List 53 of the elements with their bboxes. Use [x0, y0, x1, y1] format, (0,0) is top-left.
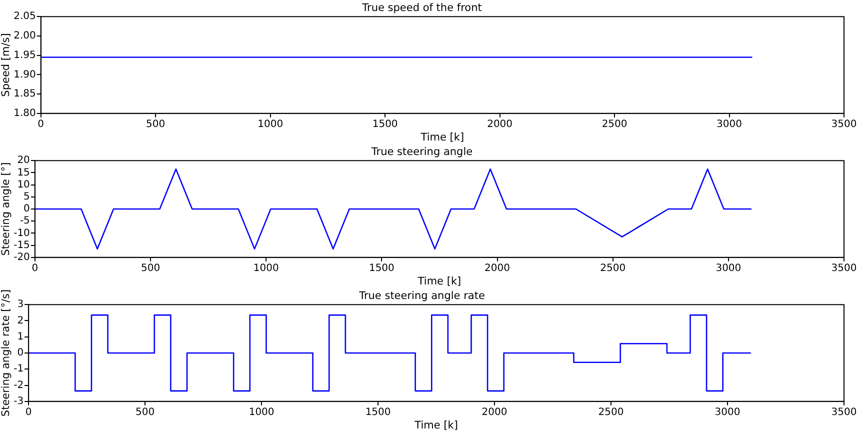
x-tick-label: 500 — [140, 262, 160, 274]
x-tick-label: 3500 — [831, 118, 857, 130]
x-tick-label: 1500 — [372, 118, 398, 130]
y-tick-label: 1.95 — [14, 50, 36, 61]
y-tick-label: -3 — [14, 396, 24, 407]
y-tick-label: 10 — [17, 179, 30, 190]
y-axis-title: Steering angle [°] — [0, 162, 12, 256]
x-tick-label: 2500 — [600, 262, 626, 274]
x-axis-title: Time [k] — [416, 275, 462, 288]
y-tick-label: 1.90 — [14, 69, 36, 80]
x-tick-label: 2000 — [484, 262, 510, 274]
y-axis-title: Steering angle rate [°/s] — [0, 289, 12, 417]
y-tick-label: -2 — [14, 380, 24, 391]
y-tick-label: 0 — [17, 348, 24, 359]
x-tick-label: 1000 — [253, 262, 279, 274]
chart-title: True steering angle — [370, 146, 473, 158]
y-tick-label: -15 — [14, 240, 30, 251]
y-tick-label: 20 — [17, 155, 30, 166]
y-tick-label: -10 — [14, 228, 30, 239]
y-tick-label: 2.05 — [14, 11, 36, 22]
x-tick-label: 500 — [136, 406, 155, 418]
y-tick-label: 0 — [24, 204, 30, 215]
chart-title: True speed of the front — [361, 2, 482, 14]
x-tick-label: 500 — [146, 118, 166, 130]
x-tick-label: 0 — [38, 118, 44, 130]
y-tick-label: 1.80 — [14, 108, 36, 119]
x-tick-label: 1000 — [258, 118, 284, 130]
y-tick-label: 3 — [17, 299, 24, 310]
y-tick-label: 5 — [24, 191, 30, 202]
x-tick-label: 2500 — [602, 118, 628, 130]
x-axis-title: Time [k] — [414, 419, 458, 432]
x-tick-label: 2500 — [598, 406, 624, 418]
x-tick-label: 1000 — [248, 406, 274, 418]
chart-title: True steering angle rate — [358, 290, 485, 302]
x-tick-label: 3000 — [716, 262, 742, 274]
x-tick-label: 3000 — [716, 118, 742, 130]
y-tick-label: 2.00 — [14, 30, 36, 42]
x-tick-label: 1500 — [365, 406, 391, 418]
y-tick-label: 2 — [17, 315, 24, 326]
y-axis-title: Speed [m/s] — [0, 33, 12, 97]
x-tick-label: 2000 — [482, 406, 508, 418]
y-tick-label: 1.85 — [14, 88, 36, 100]
y-tick-label: -5 — [20, 216, 30, 227]
x-tick-label: 1500 — [368, 262, 394, 274]
x-tick-label: 3000 — [714, 406, 740, 418]
y-tick-label: -1 — [14, 364, 24, 375]
x-tick-label: 2000 — [487, 118, 513, 130]
x-tick-label: 3500 — [831, 406, 857, 418]
x-axis-title: Time [k] — [420, 131, 464, 144]
y-tick-label: 15 — [17, 167, 30, 178]
y-tick-label: -20 — [14, 252, 30, 263]
y-tick-label: 1 — [17, 331, 24, 342]
x-tick-label: 3500 — [831, 262, 857, 274]
